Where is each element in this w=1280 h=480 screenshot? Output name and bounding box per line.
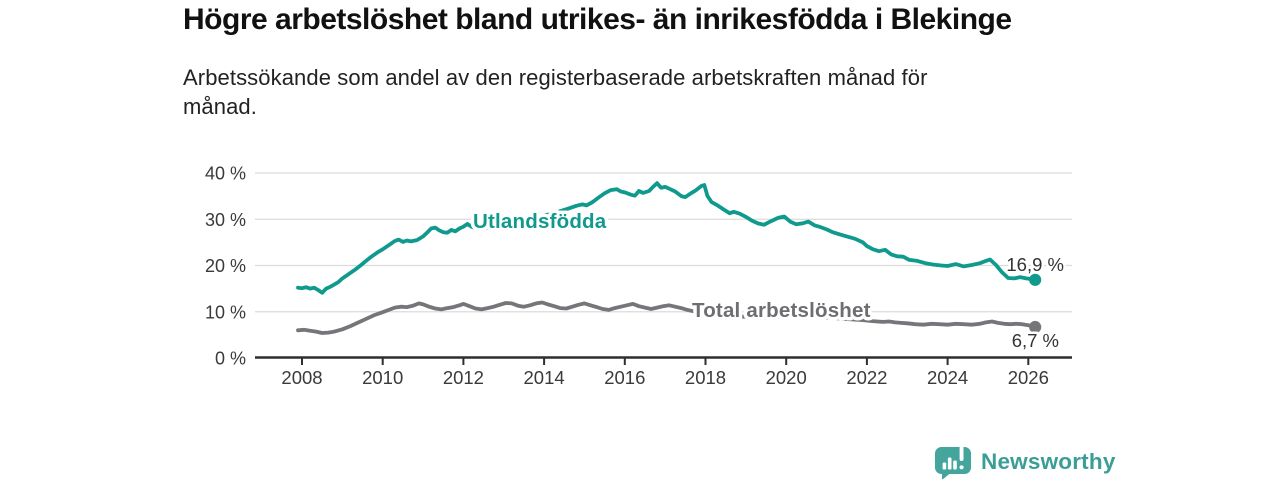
x-tick-label: 2014 (524, 367, 565, 388)
x-tick-label: 2010 (362, 367, 403, 388)
y-tick-label: 10 % (205, 302, 246, 322)
foreign-born-end-dot (1029, 273, 1042, 286)
newsworthy-logo[interactable]: Newsworthy (934, 444, 1116, 480)
x-tick-label: 2020 (766, 367, 807, 388)
x-tick-label: 2018 (685, 367, 726, 388)
logo-exclamation-dot (959, 464, 964, 469)
newsworthy-logo-text: Newsworthy (981, 449, 1116, 474)
logo-exclamation-bar (959, 444, 964, 461)
newsworthy-logo-icon (935, 444, 971, 479)
foreign-born-line (296, 181, 1038, 295)
foreign-born-value-label: 16,9 % (1006, 254, 1064, 275)
logo-bar-tall (947, 457, 952, 469)
y-tick-label: 40 % (205, 164, 246, 184)
x-tick-label: 2016 (604, 367, 645, 388)
logo-bar-medium (953, 460, 957, 469)
foreign-born-series-label: Utlandsfödda (473, 210, 607, 233)
total-end-dot (1029, 320, 1042, 334)
page-title: Högre arbetslöshet bland utrikes- än inr… (183, 3, 1012, 36)
x-tick-label: 2026 (1008, 367, 1049, 388)
y-tick-label: 0 % (215, 349, 246, 369)
x-tick-label: 2022 (846, 367, 887, 388)
chart-subtitle: Arbetssökande som andel av den registerb… (183, 65, 928, 119)
x-tick-label: 2012 (443, 367, 484, 388)
y-tick-label: 20 % (205, 256, 246, 276)
x-tick-label: 2008 (281, 367, 322, 388)
x-tick-label: 2024 (927, 367, 968, 388)
y-tick-label: 30 % (205, 210, 246, 230)
total-series-label: Total arbetslöshet (692, 299, 871, 322)
logo-bar-short (942, 462, 947, 469)
total-value-label: 6,7 % (1012, 330, 1059, 351)
total-unemployment-line (296, 300, 1038, 335)
